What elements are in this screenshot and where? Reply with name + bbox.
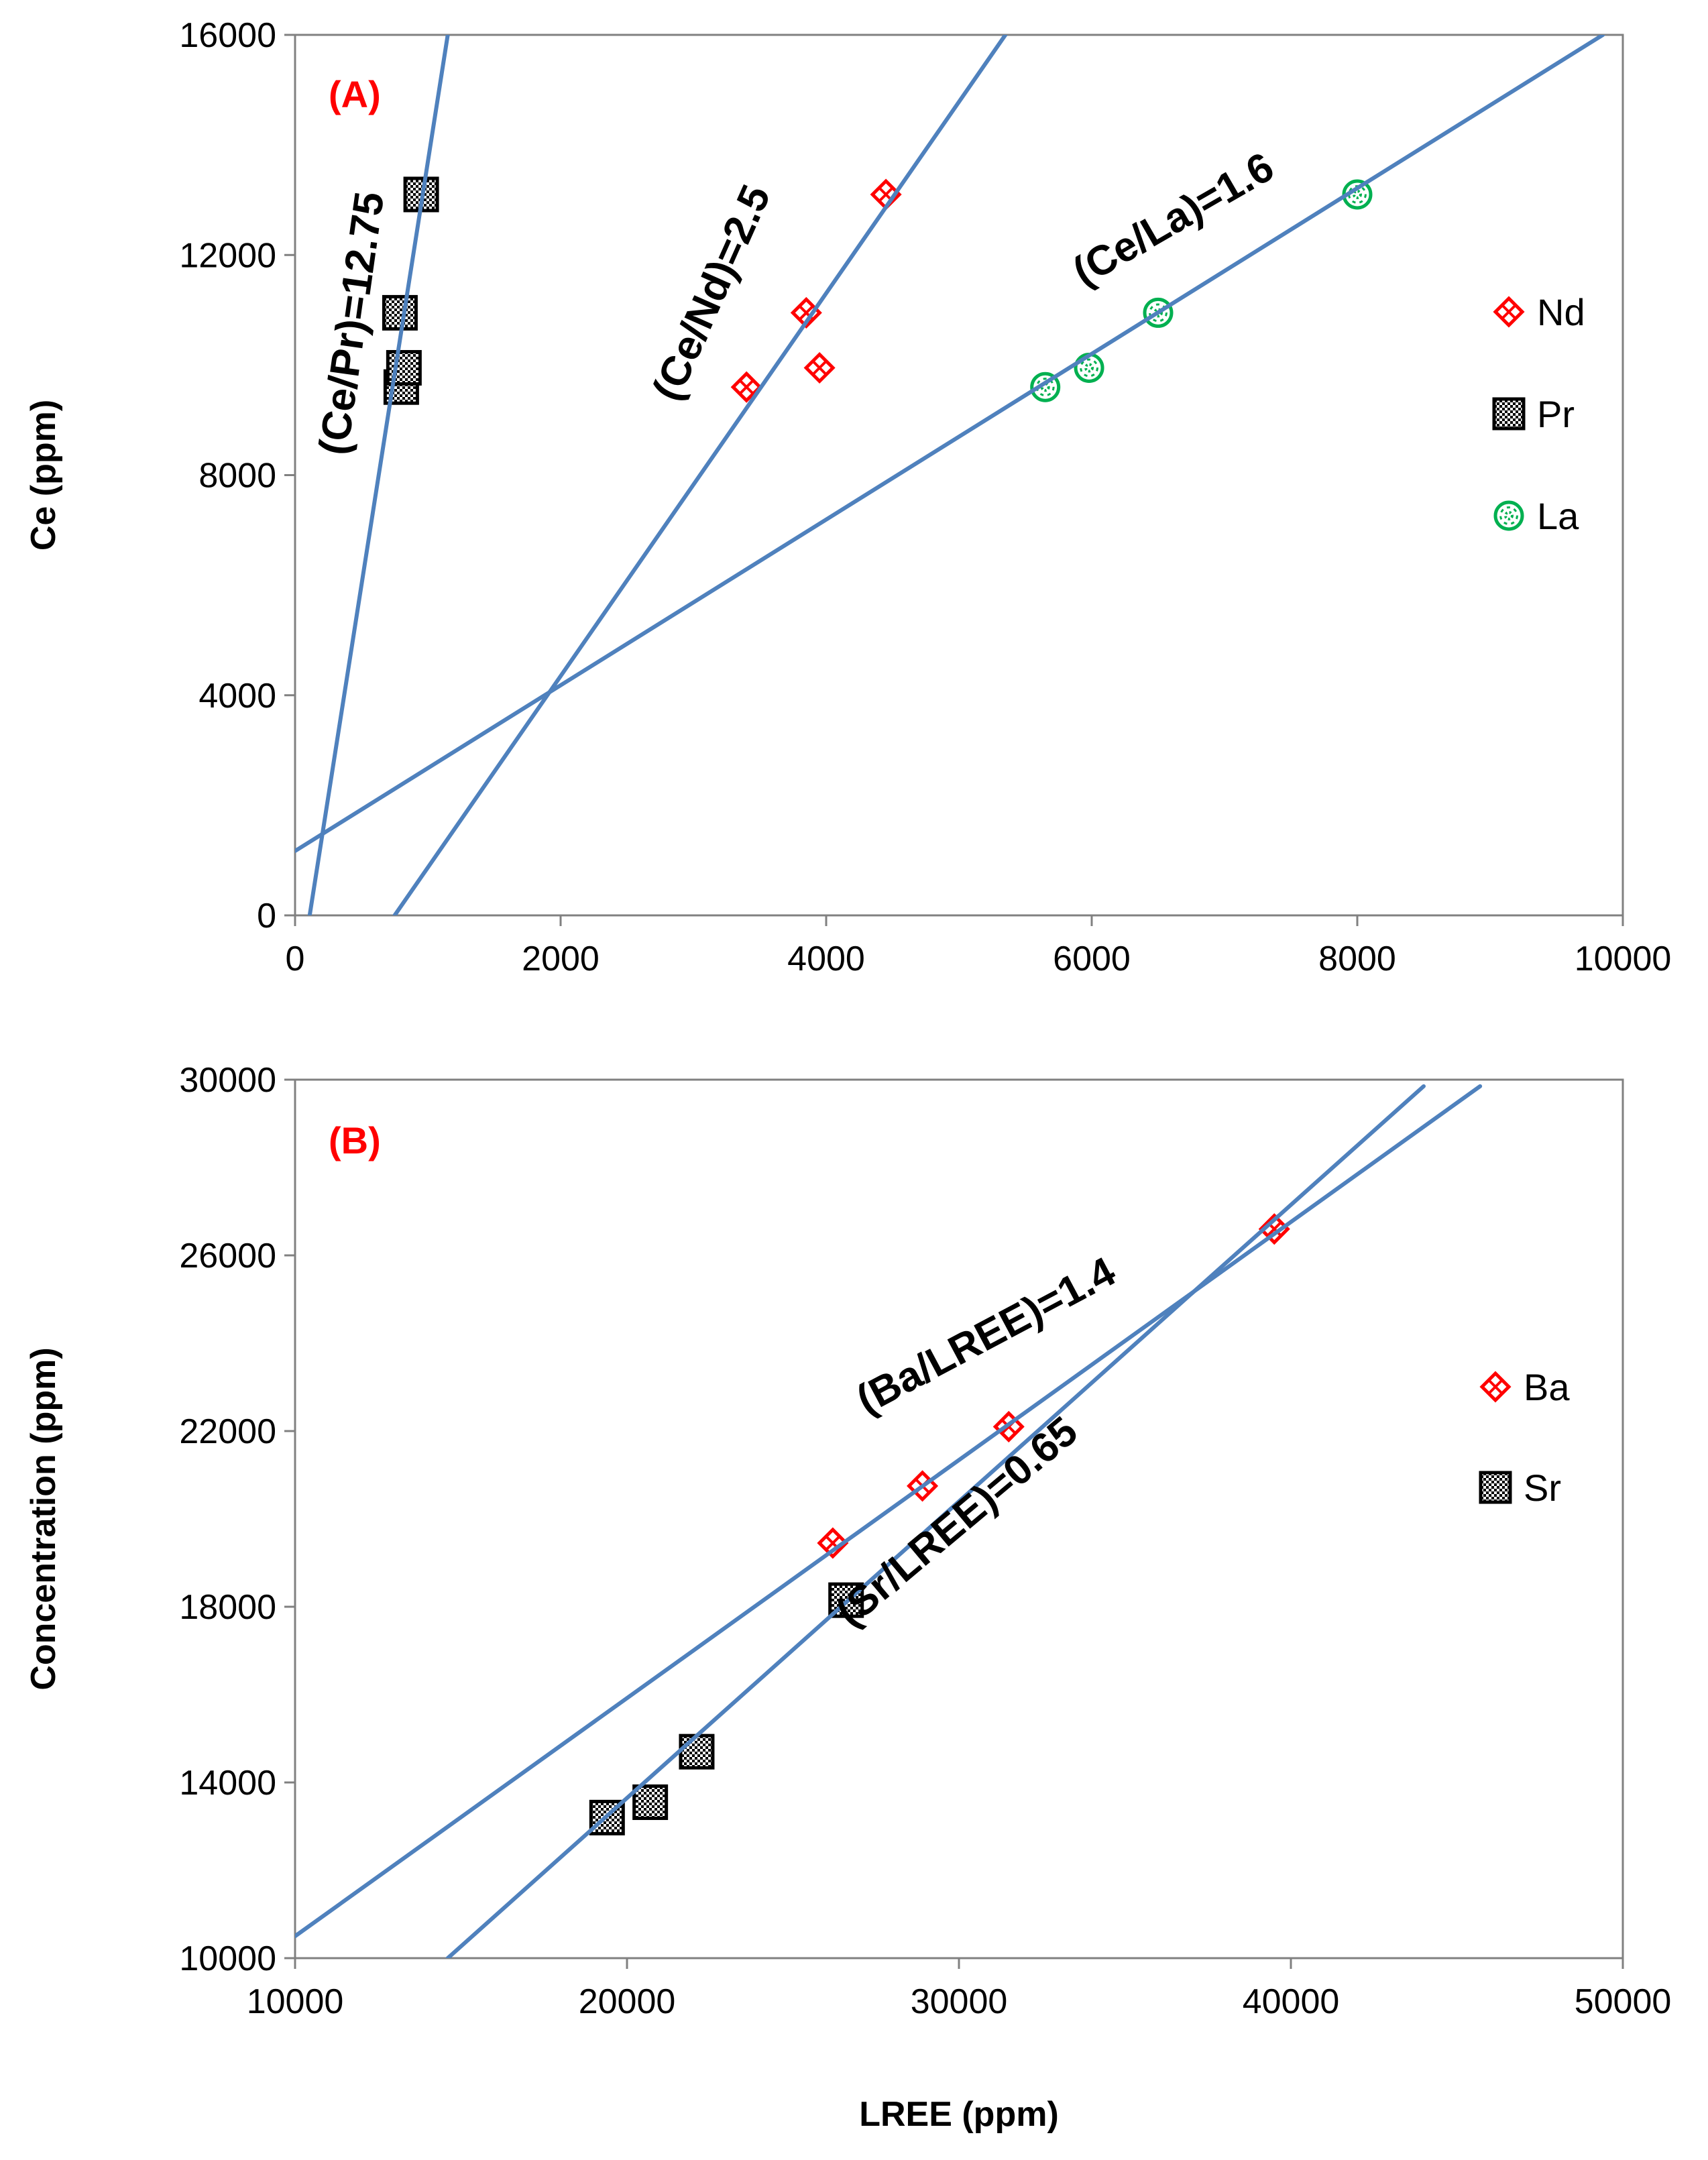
y-axis-title: Ce (ppm) bbox=[24, 400, 63, 551]
y-tick-label: 30000 bbox=[179, 1061, 276, 1100]
x-axis-title: LREE (ppm) bbox=[859, 2095, 1059, 2134]
y-tick-label: 4000 bbox=[198, 677, 276, 716]
trend-line bbox=[307, 35, 450, 915]
data-points bbox=[589, 1213, 1290, 1835]
trend-line-label: (Ba/LREE)=1.4 bbox=[849, 1248, 1123, 1423]
legend-label-la: La bbox=[1537, 495, 1579, 537]
legend-marker-sr bbox=[1479, 1471, 1512, 1504]
x-tick-label: 0 bbox=[286, 940, 305, 978]
legend-marker-ba bbox=[1479, 1371, 1512, 1403]
y-tick-label: 14000 bbox=[179, 1764, 276, 1803]
panel-label: (B) bbox=[329, 1119, 381, 1161]
x-tick-label: 10000 bbox=[1575, 940, 1672, 978]
legend-marker-pr bbox=[1492, 397, 1526, 431]
plot-area-frame bbox=[294, 34, 1624, 917]
trend-line-label: (Sr/LREE)=0.65 bbox=[828, 1408, 1086, 1636]
x-tick-label: 10000 bbox=[247, 1982, 344, 2021]
legend: Ba Sr bbox=[1479, 1366, 1570, 1509]
x-tick-label: 2000 bbox=[522, 940, 600, 978]
data-point-nd bbox=[730, 371, 762, 403]
trend-line-label: (Ce/Nd)=2.5 bbox=[644, 178, 779, 407]
data-point-sr bbox=[632, 1784, 669, 1820]
data-point-pr bbox=[382, 294, 418, 331]
x-tick-label: 40000 bbox=[1243, 1982, 1340, 2021]
panel-a: 0 2000 4000 6000 8000 10000 0 4000 8000 12000 1600… bbox=[24, 16, 1671, 978]
legend: Nd Pr La bbox=[1492, 291, 1585, 537]
legend-label-nd: Nd bbox=[1537, 291, 1585, 333]
legend-marker-nd bbox=[1493, 296, 1525, 328]
y-tick-label: 16000 bbox=[179, 16, 276, 55]
legend-label-pr: Pr bbox=[1537, 393, 1575, 435]
y-tick-label: 10000 bbox=[179, 1939, 276, 1978]
legend-label-sr: Sr bbox=[1524, 1467, 1561, 1509]
trend-line-label: (Ce/La)=1.6 bbox=[1066, 144, 1282, 295]
trend-line bbox=[295, 35, 1605, 853]
trend-lines bbox=[295, 1084, 1483, 1958]
x-tick-label: 30000 bbox=[911, 1982, 1008, 2021]
legend-label-ba: Ba bbox=[1524, 1366, 1570, 1408]
x-tick-label: 50000 bbox=[1575, 1982, 1672, 2021]
legend-marker-la bbox=[1493, 500, 1524, 531]
data-point-la bbox=[1074, 352, 1104, 383]
trend-line bbox=[392, 35, 1008, 915]
y-tick-label: 18000 bbox=[179, 1588, 276, 1627]
trend-line bbox=[295, 1084, 1483, 1939]
x-tick-label: 8000 bbox=[1318, 940, 1396, 978]
y-tick-label: 26000 bbox=[179, 1237, 276, 1275]
x-tick-label: 4000 bbox=[787, 940, 865, 978]
data-point-sr bbox=[679, 1733, 715, 1770]
panel-label: (A) bbox=[329, 73, 381, 115]
y-tick-label: 0 bbox=[257, 897, 276, 935]
trend-lines bbox=[295, 35, 1605, 915]
trend-line-label: (Ce/Pr)=12.75 bbox=[310, 189, 393, 457]
x-tick-label: 6000 bbox=[1053, 940, 1131, 978]
x-tick-label: 20000 bbox=[579, 1982, 676, 2021]
panel-b: 10000 20000 30000 40000 50000 10000 14000 18000… bbox=[24, 1061, 1671, 2134]
y-tick-label: 12000 bbox=[179, 236, 276, 275]
y-tick-label: 8000 bbox=[198, 457, 276, 496]
trend-line bbox=[445, 1084, 1426, 1958]
data-point-nd bbox=[803, 351, 836, 384]
y-tick-label: 22000 bbox=[179, 1412, 276, 1451]
y-axis-title: Concentration (ppm) bbox=[24, 1347, 63, 1690]
